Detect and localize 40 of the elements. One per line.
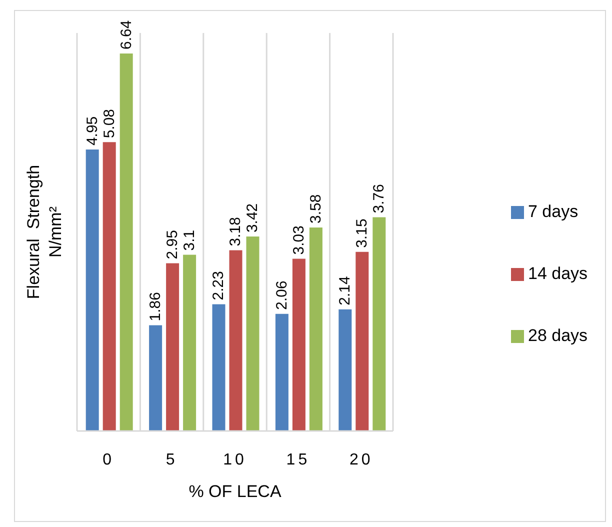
bar <box>292 258 306 431</box>
x-tick-label: 0 <box>102 451 115 468</box>
bar <box>166 263 180 431</box>
bar <box>372 217 386 431</box>
bar <box>338 309 352 431</box>
data-label: 1.86 <box>147 292 164 322</box>
data-label: 3.03 <box>290 226 308 255</box>
y-axis-title: Flexural Strength N/mm² <box>23 164 66 300</box>
bar <box>275 314 288 431</box>
legend-label: 14 days <box>528 264 588 284</box>
data-label: 3.58 <box>307 194 324 224</box>
x-tick-label: 15 <box>286 451 310 468</box>
bar <box>246 236 260 431</box>
data-label: 3.1 <box>181 230 198 251</box>
data-label: 4.95 <box>84 116 101 146</box>
legend-label: 7 days <box>528 202 578 222</box>
data-label: 2.95 <box>164 230 182 260</box>
bar <box>120 53 133 431</box>
data-label: 2.14 <box>336 276 354 306</box>
bar <box>86 150 99 431</box>
data-label: 5.08 <box>100 108 118 138</box>
bar <box>356 252 369 431</box>
bar <box>212 304 226 431</box>
x-tick-label: 10 <box>223 451 247 468</box>
data-label: 3.18 <box>227 216 244 246</box>
data-label: 3.76 <box>370 184 388 214</box>
legend-label: 28 days <box>528 326 588 346</box>
data-label: 2.23 <box>210 271 228 300</box>
x-axis-title: % OF LECA <box>188 482 282 501</box>
x-tick-label: 20 <box>350 451 374 468</box>
bar <box>183 254 196 431</box>
bar <box>102 142 116 431</box>
data-label: 2.06 <box>273 280 290 310</box>
bar <box>309 227 322 431</box>
bar <box>229 250 242 431</box>
bar <box>149 325 162 431</box>
data-label: 3.42 <box>244 203 262 233</box>
x-tick-label: 5 <box>166 451 178 468</box>
data-label: 3.15 <box>354 218 371 248</box>
data-label: 6.64 <box>118 20 135 50</box>
